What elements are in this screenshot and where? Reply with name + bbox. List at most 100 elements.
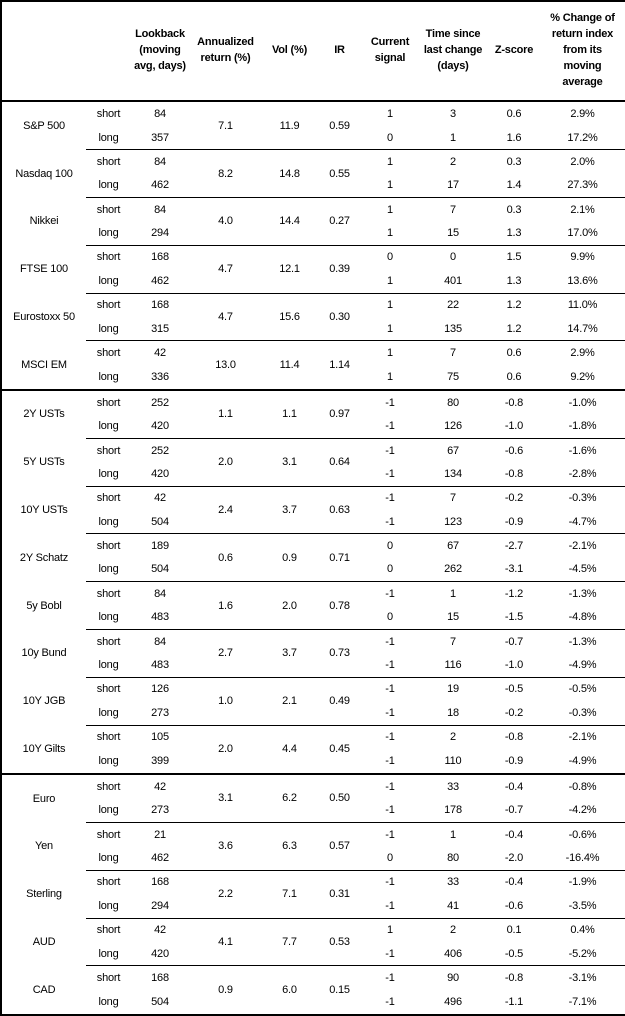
- pct-change-value: 9.9%: [540, 244, 625, 270]
- table-body: S&P 500 short 84 7.1 11.9 0.59 1 3 0.6 2.9% long 35…: [1, 101, 625, 1015]
- lookback-value: 462: [151, 179, 169, 192]
- asset-name: Euro: [1, 772, 86, 823]
- annualized-return-value: 2.0: [189, 437, 262, 487]
- zscore-value: 0.6: [506, 370, 522, 383]
- current-signal-value: -1: [385, 659, 395, 672]
- time-since-value: 90: [418, 965, 488, 990]
- col-header-current-signal: Current signal: [362, 1, 418, 102]
- zscore-value: 0.6: [488, 340, 540, 365]
- time-since-value: 80: [418, 388, 488, 415]
- asset-row-long: long 420 -1 406 -0.5 -5.2%: [1, 942, 625, 966]
- asset-row-short: S&P 500 short 84 7.1 11.9 0.59 1 3 0.6 2.9%: [1, 101, 625, 132]
- current-signal-value: -1: [362, 485, 418, 510]
- lookback-value: 273: [151, 706, 169, 719]
- annualized-return-value: 3.1: [189, 772, 262, 823]
- zscore-value: -2.7: [488, 533, 540, 558]
- zscore-value: 1.3: [506, 227, 522, 240]
- time-since-value: 33: [418, 772, 488, 799]
- vol-value: 3.1: [262, 437, 317, 487]
- horizon-label: short: [86, 772, 131, 799]
- horizon-label: long: [98, 179, 119, 192]
- asset-name: 2Y USTs: [1, 388, 86, 439]
- current-signal-value: 1: [387, 274, 393, 287]
- ir-value: 1.14: [317, 340, 362, 390]
- asset-row-short: 5y Bobl short 84 1.6 2.0 0.78 -1 1 -1.2 -1.3%: [1, 581, 625, 630]
- vol-value: 1.1: [262, 388, 317, 439]
- lookback-value: 462: [151, 852, 169, 865]
- time-since-value: 496: [444, 995, 462, 1008]
- pct-change-value: -4.7%: [568, 515, 597, 528]
- asset-name: S&P 500: [23, 119, 65, 132]
- ir-value: 0.45: [317, 724, 362, 774]
- vol-value: 6.0: [262, 965, 317, 1015]
- time-since-value: 110: [444, 754, 462, 767]
- ir-value: 0.57: [317, 821, 362, 871]
- zscore-value: -0.4: [488, 869, 540, 895]
- time-since-value: 178: [444, 804, 462, 817]
- ir-value: 0.73: [317, 628, 362, 678]
- ir-value: 0.78: [317, 581, 362, 630]
- lookback-value: 168: [131, 244, 189, 270]
- lookback-value: 42: [131, 772, 189, 799]
- zscore-value: -0.6: [504, 899, 524, 912]
- annualized-return-value: 1.6: [189, 581, 262, 630]
- current-signal-value: 1: [387, 322, 393, 335]
- lookback-value: 483: [151, 611, 169, 624]
- asset-row-long: long 420 -1 134 -0.8 -2.8%: [1, 462, 625, 486]
- asset-name: 10Y JGB: [22, 695, 66, 708]
- asset-name: Yen: [35, 840, 53, 853]
- asset-row-short: Nikkei short 84 4.0 14.4 0.27 1 7 0.3 2.1%: [1, 197, 625, 246]
- ir-value: 0.55: [317, 149, 362, 198]
- annualized-return-value: 0.9: [189, 965, 262, 1015]
- zscore-value: -1.5: [504, 611, 524, 624]
- current-signal-value: -1: [385, 995, 395, 1008]
- asset-name: 10Y Gilts: [22, 742, 66, 755]
- lookback-value: 84: [154, 107, 166, 120]
- ir-value: 0.31: [317, 869, 362, 919]
- horizon-label: short: [86, 869, 131, 895]
- time-since-value: 33: [418, 869, 488, 895]
- pct-change-value: 2.1%: [540, 197, 625, 222]
- current-signal-value: -1: [362, 388, 418, 415]
- zscore-value: -0.9: [504, 515, 524, 528]
- asset-row-long: long 315 1 135 1.2 14.7%: [1, 317, 625, 341]
- vol-value: 2.0: [262, 581, 317, 630]
- time-since-value: 135: [444, 322, 462, 335]
- asset-row-short: 5Y USTs short 252 2.0 3.1 0.64 -1 67 -0.6 -1.6%: [1, 437, 625, 487]
- annualized-return-value: 4.1: [189, 917, 262, 966]
- vol-value: 0.9: [262, 533, 317, 582]
- asset-name: 10y Bund: [21, 647, 67, 660]
- vol-value: 11.9: [279, 119, 300, 132]
- current-signal-value: -1: [362, 581, 418, 606]
- pct-change-value: 14.7%: [567, 322, 598, 335]
- zscore-value: 0.3: [488, 197, 540, 222]
- vol-value: 14.4: [262, 197, 317, 246]
- asset-row-long: long 504 0 262 -3.1 -4.5%: [1, 558, 625, 582]
- pct-change-value: -4.9%: [568, 754, 597, 767]
- vol-value: 12.1: [262, 244, 317, 294]
- asset-row-short: Eurostoxx 50 short 168 4.7 15.6 0.30 1 22 1.2 11.…: [1, 292, 625, 341]
- horizon-label: short: [96, 107, 121, 120]
- horizon-label: short: [86, 533, 131, 558]
- asset-name: Eurostoxx 50: [13, 310, 75, 323]
- asset-row-long: long 504 -1 123 -0.9 -4.7%: [1, 510, 625, 534]
- annualized-return-value: 0.6: [189, 533, 262, 582]
- horizon-label: short: [86, 244, 131, 270]
- col-header-horizon: [86, 1, 131, 102]
- annualized-return-value: 3.6: [189, 821, 262, 871]
- vol-value: 7.7: [262, 917, 317, 966]
- pct-change-value: 0.4%: [540, 917, 625, 942]
- ir-value: 0.59: [329, 119, 350, 132]
- horizon-label: long: [98, 754, 119, 767]
- vol-value: 7.1: [262, 869, 317, 919]
- zscore-value: -0.8: [488, 388, 540, 415]
- time-since-value: 75: [447, 370, 459, 383]
- lookback-value: 504: [151, 563, 169, 576]
- time-since-value: 18: [447, 706, 459, 719]
- asset-name: Nasdaq 100: [15, 167, 73, 180]
- current-signal-value: 1: [362, 340, 418, 365]
- time-since-value: 1: [418, 821, 488, 847]
- current-signal-value: -1: [362, 724, 418, 749]
- current-signal-value: -1: [385, 754, 395, 767]
